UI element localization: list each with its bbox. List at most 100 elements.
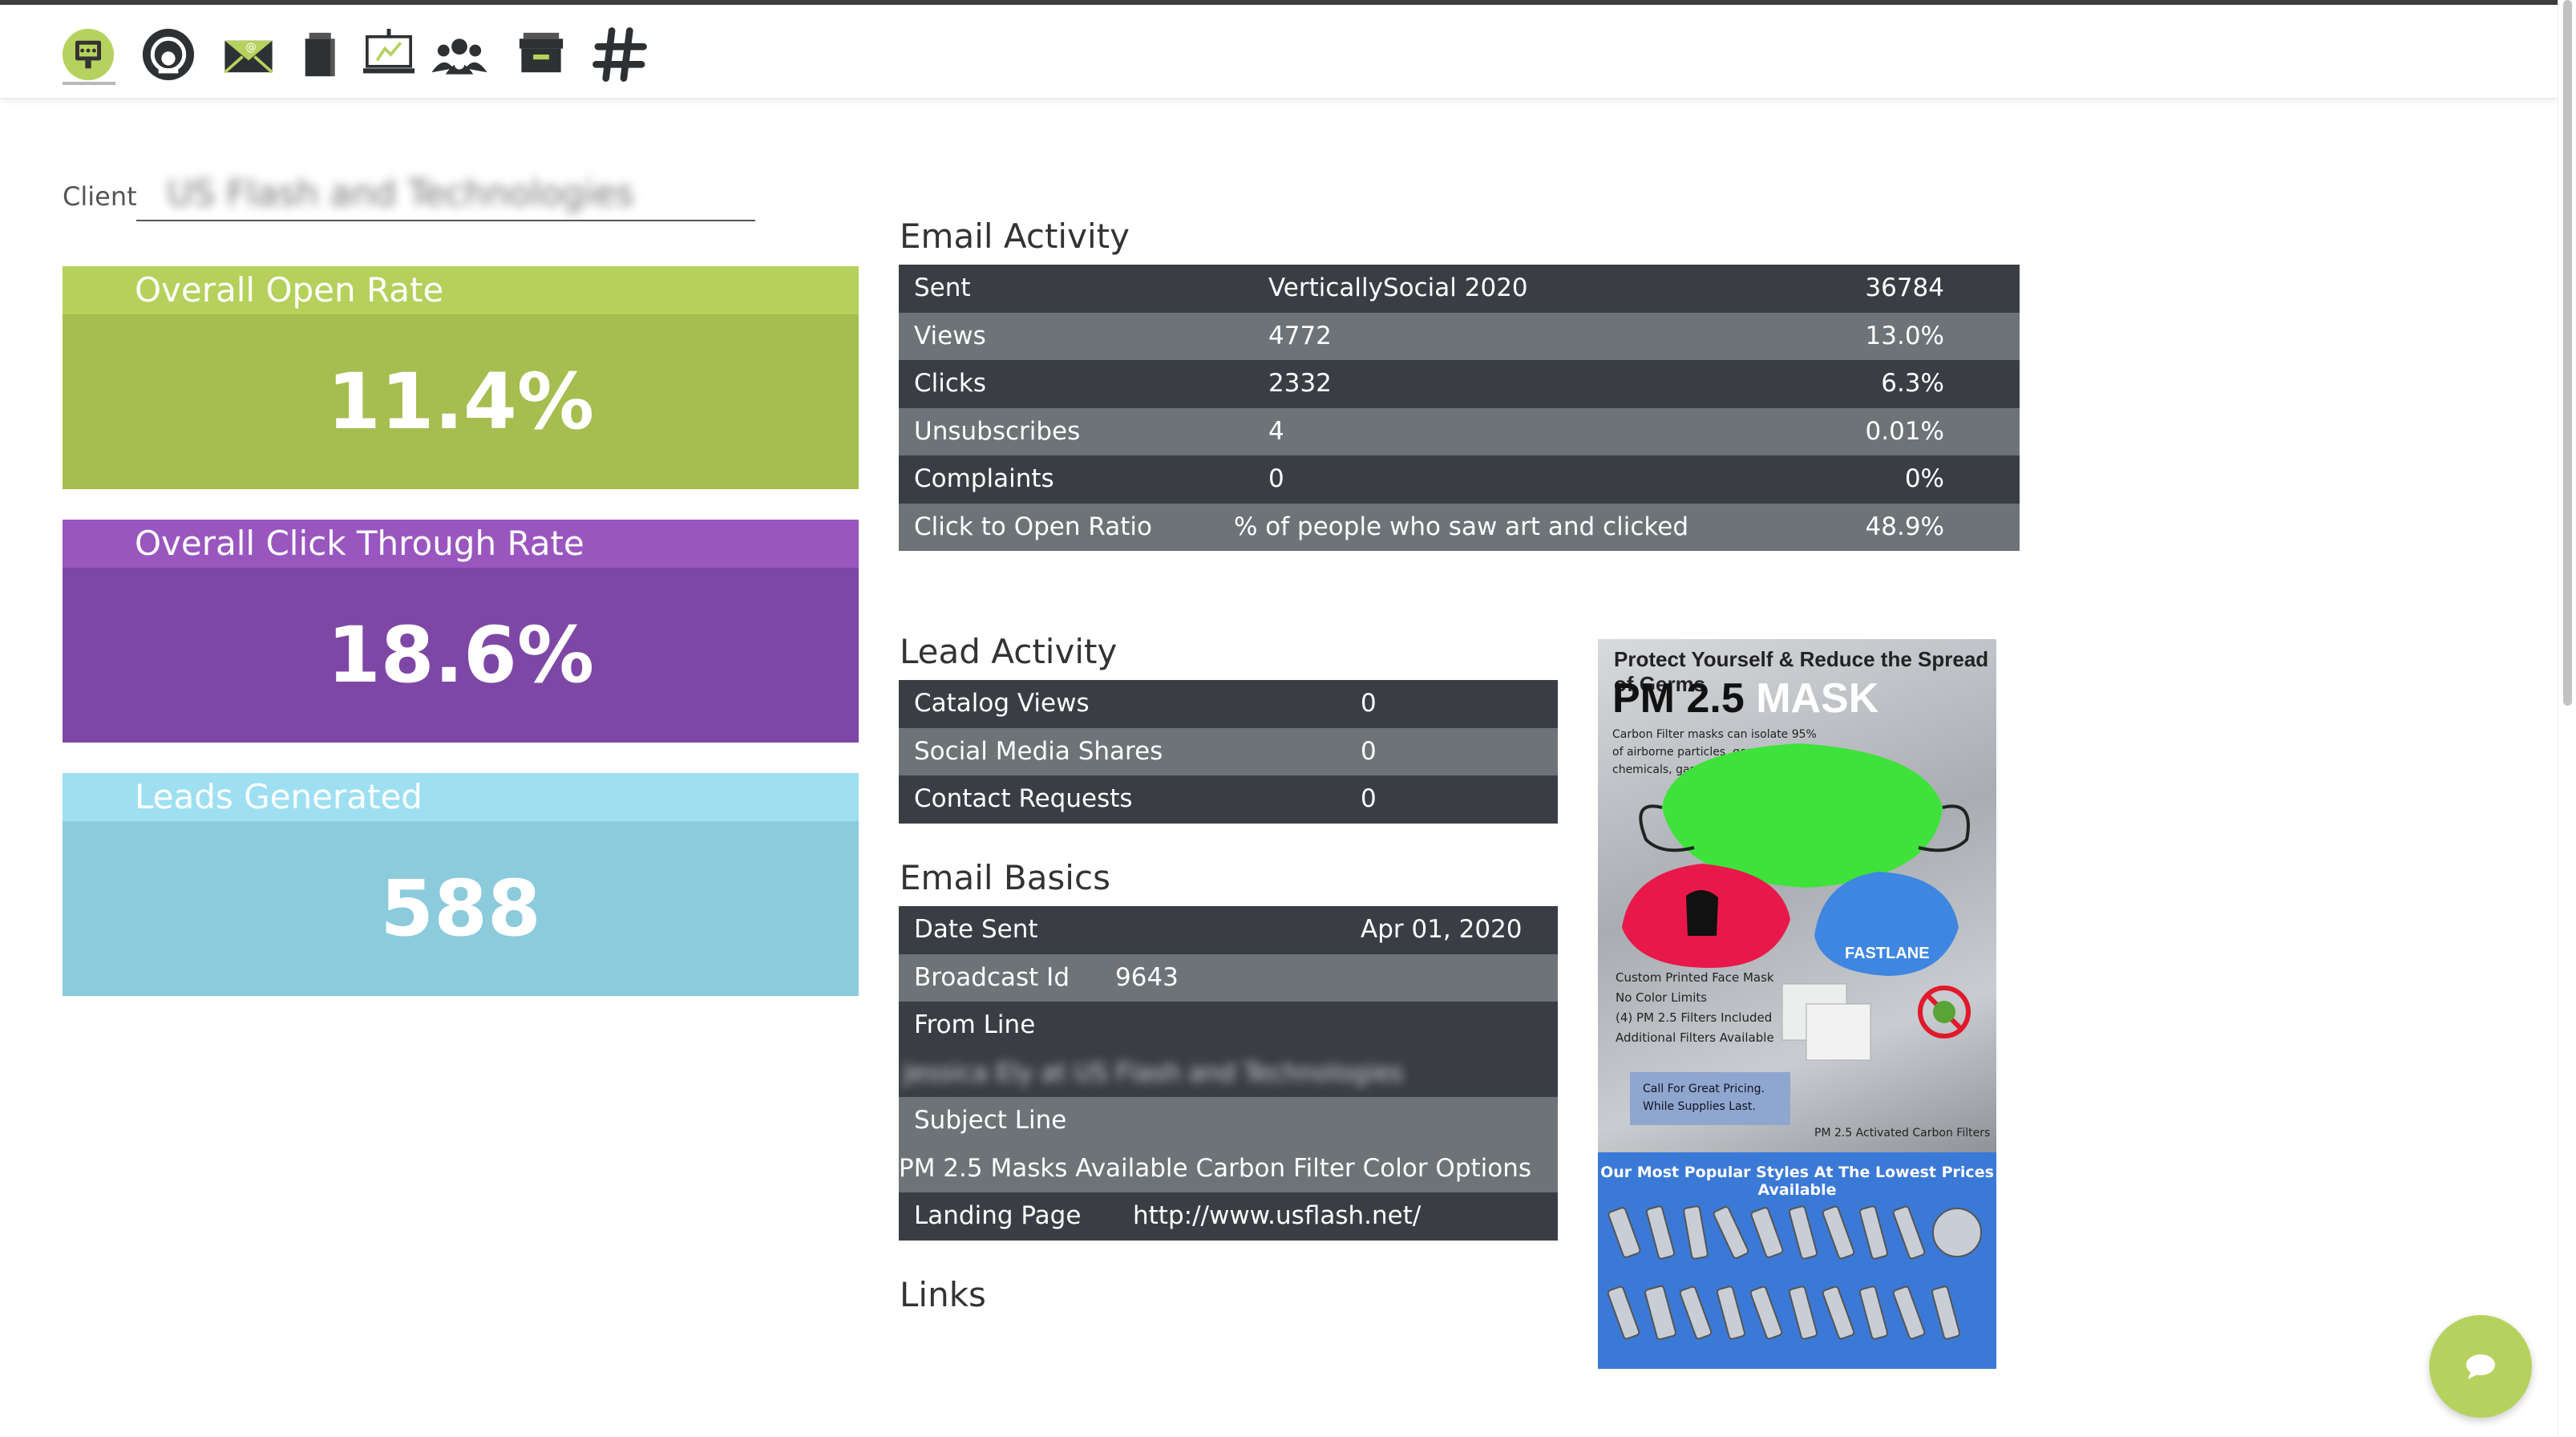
from-line-value: Jessica Ely at US Flash and Technologies <box>904 1058 1404 1087</box>
row-percent: 48.9% <box>1865 512 1944 541</box>
table-row: Clicks 2332 6.3% <box>899 360 2020 408</box>
row-value: 4772 <box>1268 321 1332 350</box>
open-rate-value: 11.4% <box>63 314 859 489</box>
table-row: Sent VerticallySocial 2020 36784 <box>899 265 2020 313</box>
click-through-title: Overall Click Through Rate <box>63 520 859 568</box>
subject-line-value: PM 2.5 Masks Available Carbon Filter Col… <box>899 1153 1532 1183</box>
campaign-icon[interactable] <box>56 22 120 87</box>
table-row: Click to Open Ratio % of people who saw … <box>899 503 2020 551</box>
poster-call-text: Call For Great Pricing. While Supplies L… <box>1630 1072 1790 1125</box>
window-top-border <box>0 0 2576 5</box>
poster-bottom-panel: Our Most Popular Styles At The Lowest Pr… <box>1598 1152 1996 1369</box>
presentation-icon[interactable] <box>357 22 421 87</box>
row-percent: 13.0% <box>1865 321 1944 350</box>
links-title: Links <box>900 1275 986 1314</box>
email-activity-table: Sent VerticallySocial 2020 36784 Views 4… <box>899 265 2020 551</box>
table-row: Complaints 0 0% <box>899 455 2020 504</box>
poster-title-a: PM 2.5 <box>1612 675 1745 722</box>
row-value: 0 <box>1268 464 1284 493</box>
click-through-card: Overall Click Through Rate 18.6% <box>63 520 859 743</box>
row-value: 4 <box>1268 416 1284 446</box>
table-row: From Line <box>899 1002 1558 1050</box>
poster-bullet: No Color Limits <box>1616 990 1708 1005</box>
support-icon[interactable] <box>136 22 200 87</box>
click-through-value: 18.6% <box>63 568 859 743</box>
active-tab-indicator <box>63 82 115 85</box>
poster-bullet: Custom Printed Face Mask <box>1616 970 1774 985</box>
date-sent-label: Date Sent <box>914 915 1038 944</box>
email-basics-title: Email Basics <box>900 858 1110 897</box>
lead-activity-table: Catalog Views 0 Social Media Shares 0 Co… <box>899 680 1558 824</box>
row-value: VerticallySocial 2020 <box>1268 273 1528 302</box>
broadcast-id-label: Broadcast Id <box>914 962 1070 992</box>
poster-top-panel: Protect Yourself & Reduce the Spread of … <box>1598 639 1996 1152</box>
users-icon[interactable] <box>427 22 491 87</box>
poster-bullet: Additional Filters Available <box>1616 1030 1774 1045</box>
row-label: Click to Open Ratio <box>914 512 1152 541</box>
subject-line-label: Subject Line <box>914 1106 1067 1135</box>
chat-button[interactable] <box>2429 1315 2532 1418</box>
documents-icon[interactable] <box>287 22 351 87</box>
poster-brand: FASTLANE <box>1845 945 1930 962</box>
row-value: 0 <box>1361 784 1377 813</box>
date-sent-value: Apr 01, 2020 <box>1361 915 1523 944</box>
client-select[interactable]: US Flash and Technologies <box>136 165 755 221</box>
table-row: Jessica Ely at US Flash and Technologies <box>899 1049 1558 1097</box>
usb-drives-illustration <box>1607 1205 1982 1341</box>
open-rate-card: Overall Open Rate 11.4% <box>63 266 859 489</box>
leads-title: Leads Generated <box>63 773 859 821</box>
mask-illustration: FASTLANE <box>1622 743 1971 1061</box>
poster-title-b: MASK <box>1756 675 1879 722</box>
scrollbar-thumb[interactable] <box>2563 0 2572 706</box>
poster-bottom-title: Our Most Popular Styles At The Lowest Pr… <box>1600 1164 1994 1199</box>
poster-title: PM 2.5 MASK <box>1612 674 1878 723</box>
leads-card: Leads Generated 588 <box>63 773 859 996</box>
row-label: Views <box>914 321 986 350</box>
top-toolbar: @ <box>0 5 2558 99</box>
client-value: US Flash and Technologies <box>167 173 634 214</box>
table-row: PM 2.5 Masks Available Carbon Filter Col… <box>899 1144 1558 1192</box>
poster-bullet: (4) PM 2.5 Filters Included <box>1616 1010 1773 1025</box>
broadcast-id-value: 9643 <box>1115 962 1179 992</box>
archive-icon[interactable] <box>509 22 573 87</box>
row-percent: 0% <box>1904 464 1944 493</box>
row-label: Social Media Shares <box>914 736 1163 766</box>
landing-page-link[interactable]: http://www.usflash.net/ <box>1133 1201 1421 1230</box>
from-line-label: From Line <box>914 1010 1036 1039</box>
row-percent: 36784 <box>1865 273 1944 302</box>
leads-value: 588 <box>63 821 859 996</box>
email-basics-table: Date Sent Apr 01, 2020 Broadcast Id 9643… <box>899 906 1558 1241</box>
row-value: 0 <box>1361 689 1377 718</box>
client-label: Client <box>63 181 137 212</box>
landing-page-label: Landing Page <box>914 1201 1082 1230</box>
table-row: Date Sent Apr 01, 2020 <box>899 906 1558 954</box>
row-label: Complaints <box>914 464 1054 493</box>
row-label: Contact Requests <box>914 784 1133 813</box>
row-label: Unsubscribes <box>914 416 1081 446</box>
table-row: Unsubscribes 4 0.01% <box>899 407 2020 455</box>
table-row: Catalog Views 0 <box>899 680 1558 728</box>
email-art-preview: Protect Yourself & Reduce the Spread of … <box>1598 639 1996 1369</box>
open-rate-title: Overall Open Rate <box>63 266 859 314</box>
row-value: 2332 <box>1268 369 1332 398</box>
table-row: Contact Requests 0 <box>899 775 1558 824</box>
poster-tagline: Protect Yourself & Reduce the Spread of … <box>1614 647 1989 696</box>
chat-bubble-icon <box>2466 1354 2495 1379</box>
email-icon[interactable]: @ <box>216 22 281 87</box>
table-row: Views 4772 13.0% <box>899 312 2020 360</box>
vertical-scrollbar[interactable] <box>2558 0 2576 1437</box>
row-label: Catalog Views <box>914 689 1090 718</box>
hashtag-icon[interactable] <box>588 22 652 87</box>
table-row: Broadcast Id 9643 <box>899 953 1558 1002</box>
table-row: Landing Page http://www.usflash.net/ <box>899 1192 1558 1241</box>
row-label: Sent <box>914 273 971 302</box>
svg-text:@: @ <box>245 41 257 54</box>
row-percent: 6.3% <box>1881 369 1944 398</box>
lead-activity-title: Lead Activity <box>900 632 1118 671</box>
poster-bullets: Custom Printed Face Mask No Color Limits… <box>1616 968 1774 1048</box>
row-percent: 0.01% <box>1865 416 1944 446</box>
row-label: Clicks <box>914 369 987 398</box>
poster-filters-caption: PM 2.5 Activated Carbon Filters <box>1814 1127 1991 1139</box>
email-activity-title: Email Activity <box>900 217 1130 256</box>
row-value: % of people who saw art and clicked <box>1234 512 1688 541</box>
